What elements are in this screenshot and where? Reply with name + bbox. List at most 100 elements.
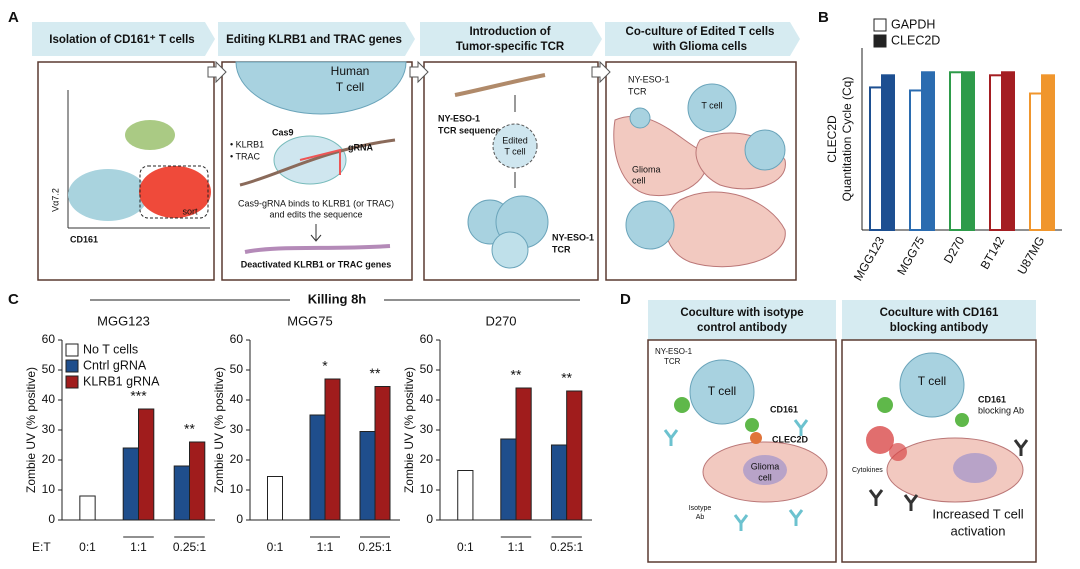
legend-swatch bbox=[873, 18, 887, 32]
bar bbox=[1029, 92, 1043, 231]
chevron bbox=[420, 22, 602, 56]
t-cell bbox=[235, 61, 407, 115]
t-cell bbox=[687, 83, 737, 133]
panel-header: blocking antibody bbox=[890, 322, 989, 334]
y-tick-label: 10 bbox=[420, 482, 434, 496]
y-tick-label: 20 bbox=[42, 452, 56, 466]
antibody bbox=[793, 419, 809, 436]
nucleus bbox=[953, 453, 997, 483]
step-title: Co-culture of Edited T cells bbox=[626, 26, 775, 38]
y-tick-label: 60 bbox=[230, 332, 244, 346]
header bbox=[648, 300, 836, 340]
y-tick-label: 40 bbox=[230, 392, 244, 406]
population bbox=[139, 166, 211, 218]
box bbox=[423, 61, 599, 281]
arrow bbox=[207, 60, 227, 84]
receptor-label: CD161 bbox=[770, 404, 798, 414]
caption: Cas9-gRNA binds to KLRB1 (or TRAC) bbox=[238, 198, 394, 208]
result: Deactivated KLRB1 or TRAC genes bbox=[241, 259, 392, 269]
box bbox=[605, 61, 797, 281]
step-title: with Glioma cells bbox=[652, 41, 747, 53]
bar bbox=[1041, 74, 1055, 231]
t-cell bbox=[689, 359, 755, 425]
bar bbox=[359, 431, 376, 521]
gate-label: sort bbox=[182, 206, 198, 216]
bar bbox=[457, 470, 474, 521]
panel-header: control antibody bbox=[697, 322, 788, 334]
panel-label: D bbox=[620, 291, 631, 308]
flow-plot bbox=[67, 90, 211, 229]
ligand-label: CLEC2D bbox=[772, 434, 809, 444]
chart-title: MGG123 bbox=[97, 313, 150, 328]
y-axis-label: CLEC2D bbox=[825, 115, 839, 163]
significance: ** bbox=[370, 365, 381, 381]
x-tick-label: 0.25:1 bbox=[173, 540, 207, 554]
clec2d bbox=[750, 432, 762, 444]
cytokine-label: Cytokines bbox=[852, 467, 883, 474]
bar bbox=[138, 408, 155, 521]
y-tick-label: 60 bbox=[42, 332, 56, 346]
legend-swatch bbox=[873, 34, 887, 48]
caption: and edits the sequence bbox=[269, 209, 362, 219]
y-tick-label: 50 bbox=[230, 362, 244, 376]
panel-header: Coculture with CD161 bbox=[880, 307, 999, 319]
bar bbox=[921, 71, 935, 232]
chevron bbox=[32, 22, 215, 56]
legend-swatch bbox=[65, 343, 79, 357]
axis-label: E:T bbox=[32, 540, 51, 554]
y-tick-label: 50 bbox=[42, 362, 56, 376]
population bbox=[68, 169, 148, 221]
y-tick-label: 0 bbox=[426, 512, 433, 526]
cell-label: Glioma bbox=[632, 164, 661, 174]
bar bbox=[961, 71, 975, 232]
significance: * bbox=[322, 358, 328, 374]
arrow bbox=[591, 60, 611, 84]
bar bbox=[374, 386, 391, 521]
result: Increased T cell bbox=[932, 506, 1023, 521]
nucleus bbox=[743, 455, 787, 485]
y-axis-label: Zombie UV (% positive) bbox=[24, 367, 38, 493]
x-tick-label: 1:1 bbox=[508, 540, 525, 554]
chevron bbox=[218, 22, 415, 56]
y-tick-label: 30 bbox=[230, 422, 244, 436]
step-title: Introduction of bbox=[469, 26, 550, 38]
antibody bbox=[1013, 439, 1029, 456]
bar bbox=[1001, 71, 1015, 232]
cytokines bbox=[866, 426, 894, 454]
x-tick-label: MGG75 bbox=[894, 234, 927, 278]
bar bbox=[949, 71, 963, 232]
bar bbox=[309, 414, 326, 521]
cytokines bbox=[889, 443, 907, 461]
antibody-label: blocking Ab bbox=[978, 405, 1024, 415]
antibody bbox=[788, 509, 804, 526]
y-tick-label: 0 bbox=[236, 512, 243, 526]
y-tick-label: 30 bbox=[420, 422, 434, 436]
cell-label: T cell bbox=[504, 146, 525, 156]
cd161 bbox=[674, 397, 690, 413]
antibody bbox=[903, 494, 919, 511]
title-bg bbox=[290, 292, 384, 308]
panel-label: B bbox=[818, 9, 829, 26]
isotype-scene bbox=[663, 359, 828, 531]
bar bbox=[989, 74, 1003, 231]
cas9-label: Cas9 bbox=[272, 127, 294, 137]
bar bbox=[515, 387, 532, 521]
x-tick-label: BT142 bbox=[978, 234, 1008, 272]
arrow bbox=[409, 60, 429, 84]
legend-swatch bbox=[65, 375, 79, 389]
tcr-label: NY-ESO-1 bbox=[438, 113, 480, 123]
panel-header: Coculture with isotype bbox=[680, 307, 803, 319]
result: activation bbox=[951, 523, 1006, 538]
significance: ** bbox=[184, 421, 195, 437]
coculture-scene bbox=[613, 83, 786, 268]
bar bbox=[566, 390, 583, 521]
bar bbox=[881, 74, 895, 231]
x-tick-label: 0:1 bbox=[457, 540, 474, 554]
cell-label: T cell bbox=[336, 80, 364, 94]
x-tick-label: MGG123 bbox=[851, 234, 888, 283]
cd161 bbox=[877, 397, 893, 413]
step-headers bbox=[32, 22, 800, 56]
step-title: Isolation of CD161⁺ T cells bbox=[49, 34, 194, 46]
antibody bbox=[868, 489, 884, 506]
